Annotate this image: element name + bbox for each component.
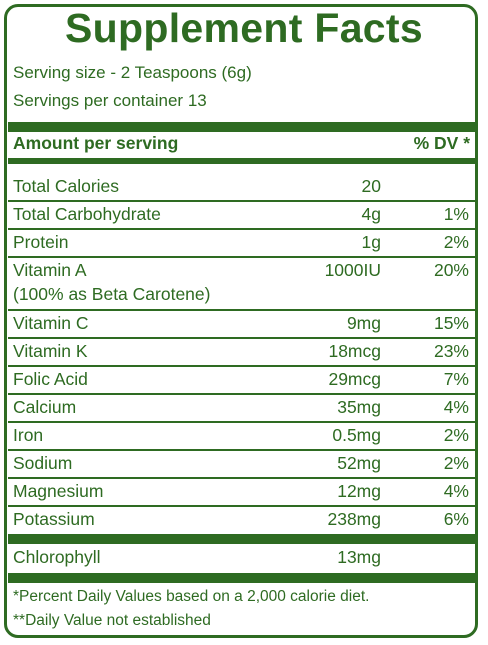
row-divider — [8, 477, 478, 479]
divider-thick-top — [8, 122, 478, 132]
row-divider — [8, 449, 478, 451]
nutrient-dv: 23% — [433, 341, 469, 361]
nutrient-name: Total Carbohydrate — [13, 204, 161, 224]
column-header: Amount per serving % DV * — [13, 133, 470, 155]
footnote-not-established: **Daily Value not established — [13, 612, 211, 629]
nutrient-amount: 0.5mg — [332, 425, 381, 445]
nutrient-name: Potassium — [13, 509, 95, 529]
divider-header — [8, 158, 478, 164]
row-divider — [8, 421, 478, 423]
nutrient-dv: 2% — [443, 453, 469, 473]
nutrient-name: Vitamin C — [13, 313, 89, 333]
nutrient-amount: 29mcg — [328, 369, 381, 389]
row-divider — [8, 505, 478, 507]
nutrient-dv: 4% — [443, 481, 469, 501]
nutrient-name: Vitamin A — [13, 260, 87, 280]
row-divider — [8, 256, 478, 258]
nutrient-name: Calcium — [13, 397, 77, 417]
nutrient-amount: 9mg — [346, 313, 381, 333]
amount-per-serving-heading: Amount per serving — [13, 133, 179, 153]
row-divider — [8, 337, 478, 339]
row-divider — [8, 393, 478, 395]
nutrient-amount: 52mg — [337, 453, 381, 473]
nutrient-amount: 12mg — [337, 481, 381, 501]
footnote-daily-values: *Percent Daily Values based on a 2,000 c… — [13, 588, 370, 605]
nutrient-name: Iron — [13, 425, 44, 445]
divider-thick-middle — [8, 534, 478, 544]
nutrient-dv: 20% — [433, 260, 469, 280]
nutrient-name: Total Calories — [13, 176, 120, 196]
nutrient-dv: 15% — [433, 313, 469, 333]
nutrient-amount: 35mg — [337, 397, 381, 417]
nutrient-amount: 4g — [361, 204, 381, 224]
nutrient-subtext: (100% as Beta Carotene) — [13, 284, 211, 304]
nutrient-name: Magnesium — [13, 481, 104, 501]
nutrient-name: Vitamin K — [13, 341, 88, 361]
nutrient-dv: 1% — [443, 204, 469, 224]
daily-value-heading: % DV * — [413, 133, 470, 153]
nutrient-name: Chlorophyll — [13, 547, 101, 567]
row-divider — [8, 365, 478, 367]
nutrient-dv: 4% — [443, 397, 469, 417]
row-divider — [8, 309, 478, 311]
nutrient-name: Protein — [13, 232, 69, 252]
panel-title: Supplement Facts — [65, 5, 423, 51]
servings-per-container: Servings per container 13 — [13, 91, 207, 110]
nutrient-dv: 2% — [443, 425, 469, 445]
nutrient-dv: 6% — [443, 509, 469, 529]
row-divider — [8, 228, 478, 230]
nutrient-dv: 2% — [443, 232, 469, 252]
nutrient-dv: 7% — [443, 369, 469, 389]
nutrient-amount: 13mg — [337, 547, 381, 567]
divider-thick-bottom — [8, 573, 478, 583]
nutrient-name: Sodium — [13, 453, 73, 473]
nutrient-amount: 20 — [361, 176, 381, 196]
nutrient-amount: 18mcg — [328, 341, 381, 361]
supplement-facts-panel — [4, 4, 478, 638]
row-divider — [8, 200, 478, 202]
nutrient-amount: 1000IU — [324, 260, 381, 280]
nutrient-amount: 1g — [361, 232, 381, 252]
nutrient-name: Folic Acid — [13, 369, 88, 389]
serving-size: Serving size - 2 Teaspoons (6g) — [13, 63, 252, 82]
nutrient-amount: 238mg — [327, 509, 381, 529]
